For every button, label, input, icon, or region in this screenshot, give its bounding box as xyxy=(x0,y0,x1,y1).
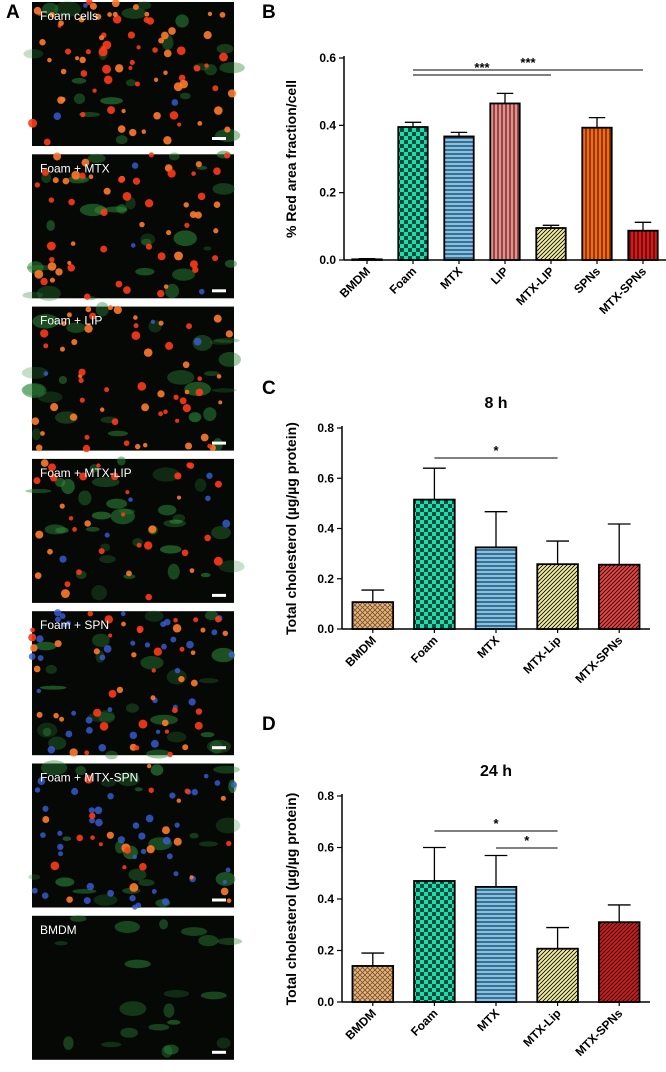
scale-bar xyxy=(212,137,226,140)
scale-bar xyxy=(212,898,226,902)
y-tick-label: 0.8 xyxy=(317,789,334,803)
significance-label: *** xyxy=(474,60,490,75)
micro-label: Foam + SPN xyxy=(40,618,109,632)
bar-lip xyxy=(489,102,521,261)
bar-mtx-lip xyxy=(536,563,579,630)
x-tick-label: BMDM xyxy=(343,1006,379,1042)
micro-label: BMDM xyxy=(40,923,77,937)
x-tick-label: MTX-Lip xyxy=(520,1006,563,1049)
micro-tile: Foam cells xyxy=(23,0,245,146)
significance-label: * xyxy=(493,443,499,458)
y-tick-label: 0.6 xyxy=(317,841,334,855)
bar-mtx-lip xyxy=(536,947,579,1003)
y-tick-label: 0.2 xyxy=(317,944,334,958)
bar-bmdm xyxy=(351,601,395,630)
micro-label: Foam cells xyxy=(40,9,98,23)
chart-title: 8 h xyxy=(484,395,507,412)
y-tick-label: 0.4 xyxy=(319,118,336,132)
micro-tile: Foam + SPN xyxy=(28,609,235,760)
panel-b-letter: B xyxy=(262,2,276,23)
y-tick-label: 0.6 xyxy=(319,51,336,65)
panel-a-letter: A xyxy=(6,2,20,23)
significance-label: *** xyxy=(520,55,536,70)
y-tick-label: 0.4 xyxy=(317,892,334,906)
bar-mtx xyxy=(443,135,475,261)
y-tick-label: 0.0 xyxy=(319,253,336,267)
bar-mtx-spns xyxy=(597,563,641,630)
micro-label: Foam + MTX xyxy=(40,161,110,175)
micro-label: Foam + LIP xyxy=(40,314,102,328)
y-tick-label: 0.8 xyxy=(317,421,334,435)
bar-mtx-spns xyxy=(627,229,659,261)
x-tick-label: MTX-SPNs xyxy=(573,1006,626,1059)
micro-label: Foam + MTX-LIP xyxy=(40,466,132,480)
bar-foam xyxy=(413,880,456,1003)
scale-bar xyxy=(212,1050,226,1054)
bar-foam xyxy=(413,498,456,630)
micro-tile: BMDM xyxy=(32,915,243,1060)
bar-foam xyxy=(397,126,429,261)
scale-bar xyxy=(212,289,226,293)
micro-tile: Foam + LIP xyxy=(21,302,241,453)
scale-bar xyxy=(212,593,226,597)
chart-title: 24 h xyxy=(480,763,512,780)
bar-bmdm xyxy=(351,965,395,1003)
panel-c-letter: C xyxy=(262,378,276,399)
y-tick-label: 0.2 xyxy=(319,186,336,200)
x-tick-label: Foam xyxy=(408,1006,441,1039)
bar-mtx-spns xyxy=(597,921,641,1003)
y-tick-label: 0.2 xyxy=(317,572,334,586)
micro-tile: Foam + MTX-SPN xyxy=(28,760,241,910)
bar-mtx-lip xyxy=(535,227,567,261)
micro-tile: Foam + MTX xyxy=(22,150,237,301)
x-tick-label: MTX xyxy=(474,1006,502,1034)
scale-bar xyxy=(212,746,226,750)
y-axis-label: % Red area fraction/cell xyxy=(283,80,299,238)
scale-bar xyxy=(212,441,226,445)
significance-label: * xyxy=(493,816,499,831)
bar-mtx xyxy=(474,546,518,630)
bar-mtx xyxy=(474,885,518,1003)
micro-label: Foam + MTX-SPN xyxy=(40,771,138,785)
micro-tile: Foam + MTX-LIP xyxy=(25,456,245,603)
y-axis-label: Total cholesterol (µg/µg protein) xyxy=(283,422,299,635)
y-tick-label: 0.6 xyxy=(317,471,334,485)
y-tick-label: 0.4 xyxy=(317,522,334,536)
y-tick-label: 0.0 xyxy=(317,622,334,636)
significance-label: * xyxy=(524,833,530,848)
bar-bmdm xyxy=(351,258,383,261)
bar-spns xyxy=(581,126,613,261)
y-tick-label: 0.0 xyxy=(317,995,334,1009)
y-axis-label: Total cholesterol (µg/µg protein) xyxy=(283,793,299,1006)
panel-d-letter: D xyxy=(262,714,276,735)
